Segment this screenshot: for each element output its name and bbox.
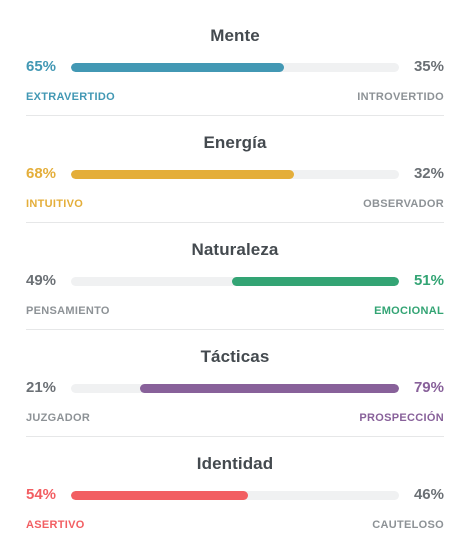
trait-bar-track [71, 384, 399, 393]
trait-identity: Identidad 54% 46% ASERTIVO CAUTELOSO [26, 446, 444, 553]
trait-tactics: Tácticas 21% 79% JUZGADOR PROSPECCIÓN [26, 339, 444, 446]
trait-right-percent: 51% [413, 272, 444, 289]
trait-title: Naturaleza [191, 240, 279, 259]
trait-left-percent: 21% [26, 379, 57, 396]
trait-right-percent: 32% [413, 165, 444, 182]
trait-right-percent: 35% [413, 58, 444, 75]
trait-right-label: OBSERVADOR [363, 198, 444, 210]
trait-mind: Mente 65% 35% EXTRAVERTIDO INTROVERTIDO [26, 18, 444, 125]
trait-right-label: EMOCIONAL [374, 305, 444, 317]
trait-bar-track [71, 277, 399, 286]
trait-right-label: PROSPECCIÓN [359, 412, 444, 424]
trait-left-label: EXTRAVERTIDO [26, 91, 115, 103]
trait-left-label: PENSAMIENTO [26, 305, 110, 317]
trait-left-percent: 54% [26, 486, 57, 503]
trait-bar-fill [232, 277, 399, 286]
trait-bar-fill [140, 384, 399, 393]
trait-right-percent: 46% [413, 486, 444, 503]
trait-title: Identidad [196, 454, 274, 473]
divider [26, 115, 444, 116]
trait-left-label: JUZGADOR [26, 412, 91, 424]
trait-bar-track [71, 491, 399, 500]
trait-bar-fill [71, 491, 248, 500]
trait-left-percent: 49% [26, 272, 57, 289]
trait-bar-fill [71, 170, 294, 179]
divider [26, 222, 444, 223]
divider [26, 329, 444, 330]
trait-bar-track [71, 63, 399, 72]
trait-right-percent: 79% [413, 379, 444, 396]
trait-left-percent: 65% [26, 58, 57, 75]
trait-right-label: CAUTELOSO [372, 519, 444, 531]
trait-title: Energía [203, 133, 267, 152]
trait-title: Tácticas [200, 347, 270, 366]
trait-bar-fill [71, 63, 284, 72]
trait-left-label: INTUITIVO [26, 198, 84, 210]
divider [26, 436, 444, 437]
trait-bar-track [71, 170, 399, 179]
trait-nature: Naturaleza 49% 51% PENSAMIENTO EMOCIONAL [26, 232, 444, 339]
trait-title: Mente [210, 26, 260, 45]
trait-right-label: INTROVERTIDO [357, 91, 444, 103]
trait-left-percent: 68% [26, 165, 57, 182]
trait-left-label: ASERTIVO [26, 519, 85, 531]
trait-energy: Energía 68% 32% INTUITIVO OBSERVADOR [26, 125, 444, 232]
